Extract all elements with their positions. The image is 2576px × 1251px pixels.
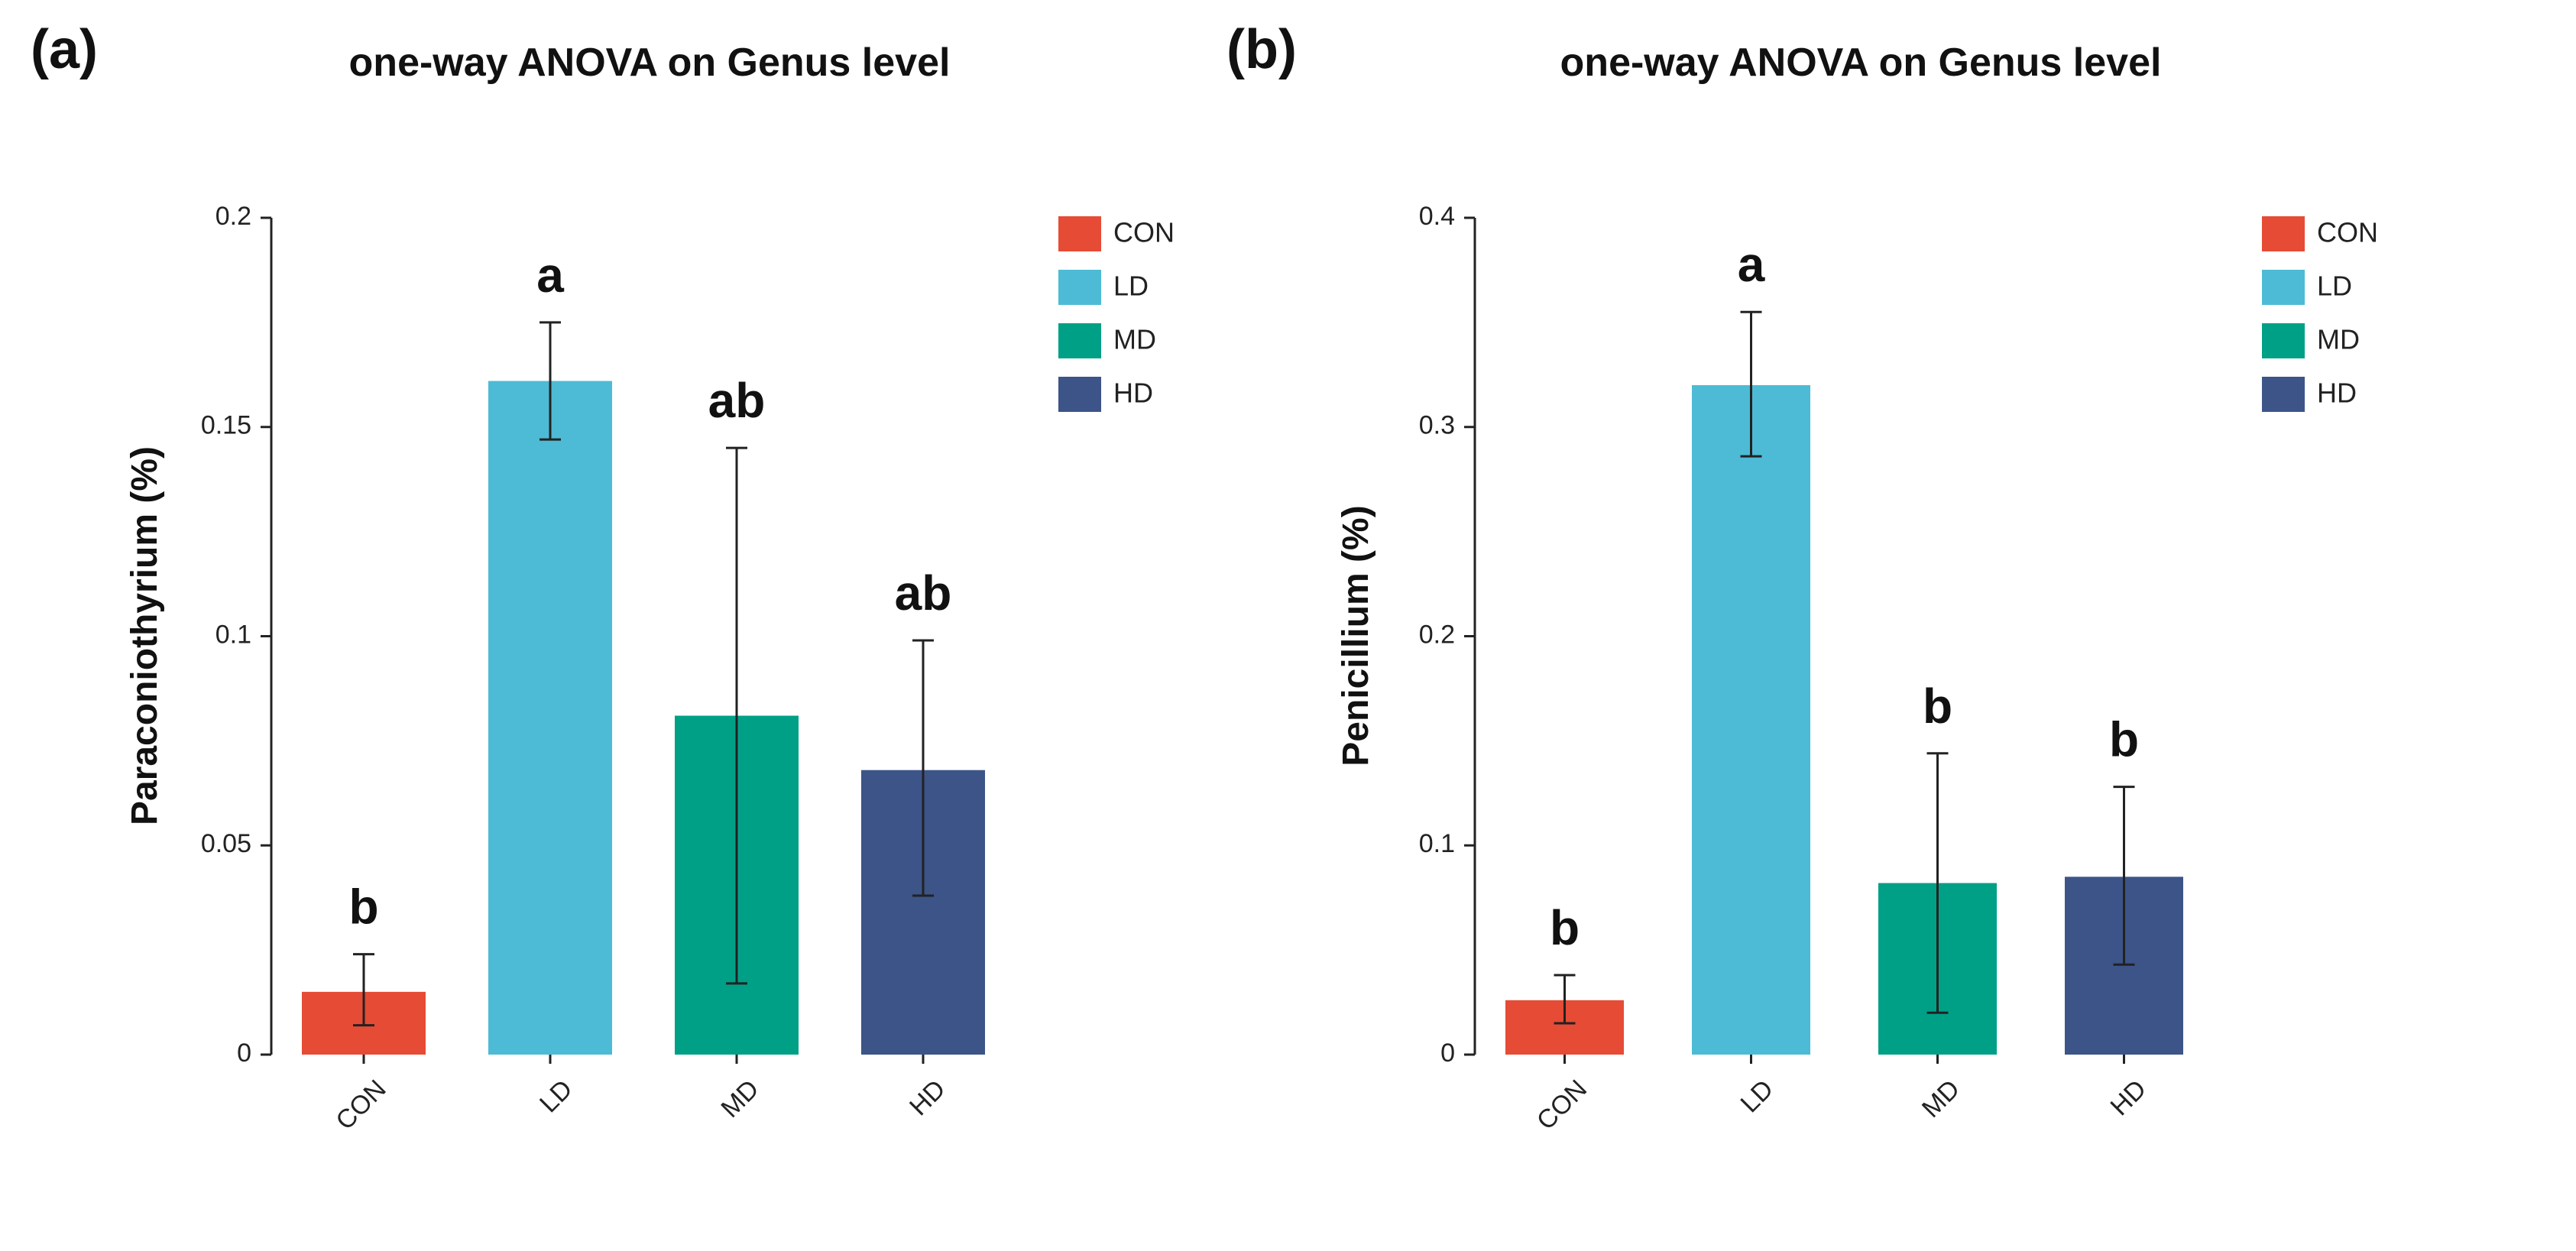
y-axis-label: Paraconiothyrium (%)	[125, 446, 165, 825]
y-tick-label: 0.4	[1419, 202, 1455, 231]
y-tick-label: 0.2	[215, 202, 251, 231]
significance-letter-hd: b	[2109, 712, 2139, 767]
legend-label-md: MD	[2317, 324, 2360, 355]
legend-swatch-con	[1058, 216, 1101, 251]
x-tick-label-hd: HD	[904, 1074, 951, 1122]
y-tick-label: 0.2	[1419, 620, 1455, 649]
y-tick-label: 0.1	[1419, 829, 1455, 858]
y-tick-label: 0.05	[201, 829, 251, 858]
chart-panel-b: (b) one-way ANOVA on Genus level 0 0.1 0.2 0.…	[1226, 19, 2378, 1136]
legend-label-con: CON	[2317, 217, 2378, 248]
significance-letter-con: b	[348, 880, 378, 935]
significance-letter-md: ab	[708, 373, 766, 428]
significance-letter-hd: ab	[895, 566, 952, 621]
legend-swatch-hd	[1058, 377, 1101, 412]
legend-label-ld: LD	[2317, 271, 2352, 302]
legend-swatch-ld	[2262, 270, 2305, 305]
y-tick-label: 0.1	[215, 620, 251, 649]
x-tick-label-con: CON	[1531, 1074, 1593, 1136]
bar-ld	[488, 381, 612, 1055]
legend-swatch-ld	[1058, 270, 1101, 305]
x-tick-label-hd: HD	[2105, 1074, 2153, 1122]
y-tick-label: 0	[1440, 1039, 1455, 1068]
panel-label: (b)	[1226, 19, 1297, 80]
x-tick-label-md: MD	[1917, 1074, 1965, 1123]
chart-panel-a: (a) one-way ANOVA on Genus level 0 0.05 0.1 0…	[31, 19, 1175, 1136]
x-tick-label-ld: LD	[534, 1074, 578, 1119]
legend-swatch-con	[2262, 216, 2305, 251]
chart-title: one-way ANOVA on Genus level	[349, 41, 951, 85]
significance-letter-md: b	[1923, 679, 1952, 734]
panel-label: (a)	[31, 19, 98, 80]
legend-label-con: CON	[1113, 217, 1175, 248]
legend-label-ld: LD	[1113, 271, 1149, 302]
significance-letter-con: b	[1550, 900, 1580, 955]
legend-label-hd: HD	[2317, 378, 2357, 409]
bar-ld	[1692, 385, 1810, 1055]
y-tick-label: 0.3	[1419, 411, 1455, 440]
legend-swatch-hd	[2262, 377, 2305, 412]
x-tick-label-con: CON	[330, 1074, 391, 1136]
significance-letter-ld: a	[1738, 237, 1765, 292]
y-tick-label: 0.15	[201, 411, 251, 440]
y-axis-label: Penicillium (%)	[1336, 505, 1376, 766]
x-tick-label-ld: LD	[1735, 1074, 1780, 1119]
legend-swatch-md	[1058, 323, 1101, 358]
y-tick-label: 0	[237, 1039, 251, 1068]
legend-label-md: MD	[1113, 324, 1156, 355]
legend-label-hd: HD	[1113, 378, 1153, 409]
chart-title: one-way ANOVA on Genus level	[1560, 41, 2162, 85]
legend-swatch-md	[2262, 323, 2305, 358]
significance-letter-ld: a	[536, 248, 564, 303]
x-tick-label-md: MD	[715, 1074, 764, 1123]
